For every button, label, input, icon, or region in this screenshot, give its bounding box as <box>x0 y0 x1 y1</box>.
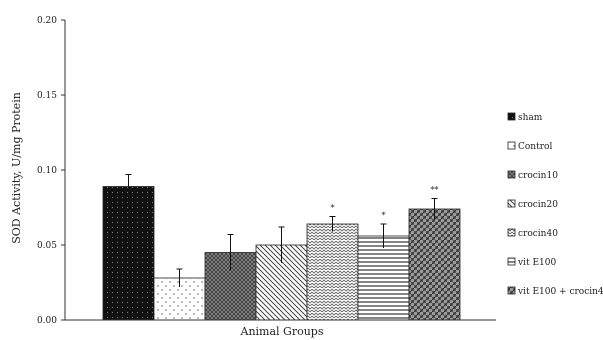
legend-label: vit E100 + crocin40 <box>517 287 603 297</box>
legend-swatch <box>507 141 516 150</box>
bar-vit-e100 <box>357 235 410 321</box>
legend-swatch <box>507 112 516 121</box>
legend-label: vit E100 <box>517 258 556 268</box>
y-tick-label: 0.20 <box>37 16 57 26</box>
significance-marks-group: **** <box>331 186 439 221</box>
legend-swatch <box>507 286 516 295</box>
y-axis-label: SOD Activity, U/mg Protein <box>10 92 23 244</box>
bar-vit-e100-crocin40 <box>408 208 461 321</box>
y-tick-label: 0.15 <box>37 91 57 101</box>
legend-label: Control <box>518 142 552 152</box>
legend-swatch <box>507 257 516 266</box>
bar-crocin40 <box>306 223 359 321</box>
y-axis-title: SOD Activity, U/mg Protein <box>10 92 23 244</box>
y-tick-label: 0.00 <box>37 316 57 326</box>
legend-label: crocin40 <box>518 229 558 239</box>
legend-swatch <box>507 170 516 179</box>
significance-mark: ** <box>431 186 439 195</box>
error-bars-group <box>125 174 438 287</box>
legend-label: sham <box>518 113 543 123</box>
legend-swatch <box>507 228 516 237</box>
y-tick-label: 0.10 <box>37 166 57 176</box>
legend-label: crocin10 <box>518 171 558 181</box>
legend: sham Control crocin10 crocin20 crocin40 vit E… <box>507 112 603 297</box>
significance-mark: * <box>331 204 335 213</box>
y-axis-ticks: 0.00 0.05 0.10 0.15 0.20 <box>37 16 65 326</box>
significance-mark: * <box>382 211 386 220</box>
legend-swatch <box>507 199 516 208</box>
bar-sham <box>102 186 155 321</box>
y-tick-label: 0.05 <box>37 241 57 251</box>
x-axis-label: Animal Groups <box>240 325 324 338</box>
bars-group <box>102 186 461 321</box>
legend-label: crocin20 <box>518 200 558 210</box>
